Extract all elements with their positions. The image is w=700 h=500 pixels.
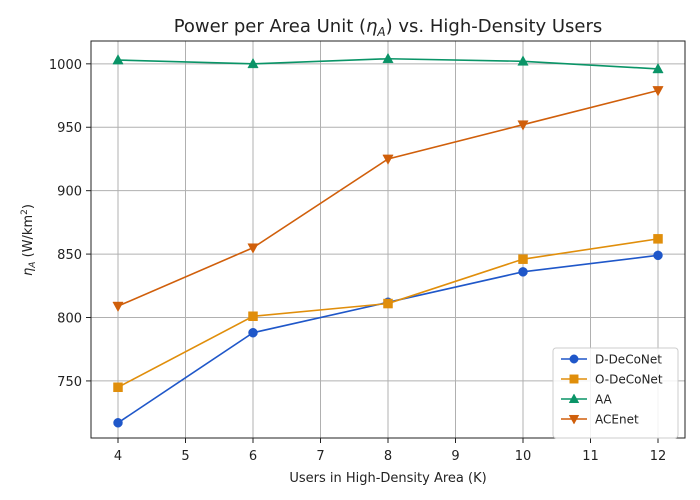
legend-item: D-DeCoNet — [561, 353, 662, 367]
x-tick-label: 8 — [384, 449, 392, 464]
legend-label: D-DeCoNet — [595, 353, 662, 367]
data-point-triangle-up — [517, 55, 529, 66]
series-o-deconet — [113, 234, 663, 393]
data-point-circle — [653, 250, 663, 261]
data-point-square — [248, 311, 258, 321]
y-tick-label: 950 — [57, 121, 82, 136]
data-point-square — [518, 254, 528, 264]
title-symbol: η — [366, 16, 377, 37]
x-tick-label: 10 — [515, 449, 532, 464]
y-label-unit-superscript: 2 — [20, 209, 30, 215]
data-point-circle — [518, 267, 528, 277]
chart-title: Power per Area Unit (ηA) vs. High-Densit… — [174, 16, 603, 39]
grid — [91, 41, 685, 438]
x-axis-label: Users in High-Density Area (K) — [289, 471, 486, 486]
series-aa — [112, 52, 664, 74]
data-point-circle — [248, 327, 258, 338]
y-label-subscript: A — [28, 262, 38, 269]
data-point-circle — [113, 418, 123, 428]
data-point-triangle-up — [112, 54, 124, 65]
data-point-triangle-down — [112, 301, 124, 313]
data-point-triangle-down — [652, 86, 664, 97]
x-tick-label: 5 — [181, 449, 189, 464]
data-point-triangle-down — [382, 154, 394, 165]
x-tick-label: 11 — [582, 449, 599, 464]
y-axis-label: ηA (W/km2) — [20, 204, 38, 276]
x-tick-label: 9 — [451, 449, 459, 464]
y-label-unit-close: ) — [21, 204, 36, 209]
y-label-unit: (W/km — [21, 215, 36, 262]
x-tick-label: 6 — [249, 449, 257, 464]
data-point-triangle-up — [568, 393, 580, 404]
data-point-circle — [569, 354, 579, 364]
legend-item: ACEnet — [561, 413, 639, 427]
y-tick-label: 800 — [57, 312, 82, 327]
legend-item: O-DeCoNet — [561, 373, 663, 387]
data-point-triangle-up — [652, 62, 664, 74]
x-tick-label: 7 — [316, 449, 324, 464]
x-tick-label: 4 — [114, 449, 122, 464]
legend-box — [552, 347, 679, 439]
plot-area-frame — [90, 40, 686, 439]
y-axis-ticks: 750 800 850 900 950 1000 — [49, 58, 91, 390]
title-prefix: Power per Area Unit ( — [174, 16, 366, 37]
legend: D-DeCoNet O-DeCoNet AA ACEnet — [552, 347, 679, 439]
legend-label: O-DeCoNet — [595, 373, 663, 387]
data-point-square — [569, 374, 579, 384]
data-point-triangle-down — [568, 414, 580, 425]
y-tick-label: 750 — [57, 375, 82, 390]
title-suffix: ) vs. High-Density Users — [386, 16, 603, 37]
data-point-triangle-down — [517, 120, 529, 131]
data-point-triangle-up — [247, 57, 259, 69]
legend-label: ACEnet — [595, 413, 639, 427]
y-tick-label: 1000 — [49, 58, 82, 73]
data-point-triangle-up — [382, 52, 394, 64]
data-point-square — [113, 382, 123, 393]
series-group — [112, 52, 664, 428]
series-acenet — [112, 86, 664, 313]
legend-label: AA — [595, 393, 613, 407]
legend-item: AA — [561, 393, 613, 407]
data-point-triangle-down — [247, 243, 259, 254]
y-label-symbol: η — [21, 268, 36, 276]
title-subscript: A — [376, 25, 385, 39]
data-point-square — [653, 234, 663, 244]
data-point-square — [383, 298, 393, 309]
y-tick-label: 900 — [57, 185, 82, 200]
y-tick-label: 850 — [57, 248, 82, 263]
x-tick-label: 12 — [650, 449, 667, 464]
x-axis-ticks: 4 5 6 7 8 9 10 11 12 — [114, 438, 666, 464]
